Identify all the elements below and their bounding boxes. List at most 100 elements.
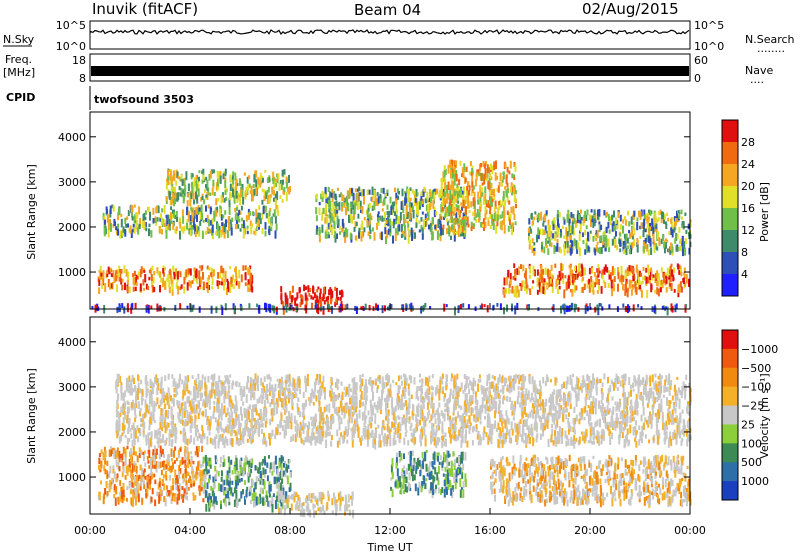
echo-cell [364, 217, 366, 220]
echo-cell [215, 417, 217, 422]
echo-cell [220, 500, 222, 504]
echo-cell [199, 472, 201, 477]
echo-cell [613, 284, 615, 292]
echo-cell [419, 374, 421, 378]
echo-cell [305, 286, 307, 290]
cpid-value: twofsound 3503 [94, 93, 194, 106]
echo-cell [315, 207, 317, 214]
echo-cell [187, 306, 189, 309]
echo-cell [398, 216, 400, 225]
echo-cell [551, 282, 553, 285]
echo-cell [169, 226, 171, 229]
echo-cell [570, 212, 572, 217]
echo-cell [326, 216, 328, 225]
echo-cell [290, 472, 292, 478]
echo-cell [172, 284, 174, 290]
echo-cell [525, 388, 527, 394]
echo-cell [282, 170, 284, 177]
echo-cell [324, 217, 326, 223]
echo-cell [305, 305, 307, 311]
echo-cell [106, 209, 108, 214]
echo-cell [339, 290, 341, 295]
station-title: Inuvik (fitACF) [92, 0, 198, 18]
echo-cell [190, 391, 192, 396]
date-title: 02/Aug/2015 [582, 0, 679, 18]
echo-cell [605, 238, 607, 247]
echo-cell [308, 493, 310, 501]
echo-cell [205, 504, 207, 512]
echo-cell [420, 307, 422, 314]
echo-cell [484, 187, 486, 194]
nsky-trace [91, 30, 689, 34]
echo-cell [582, 277, 584, 281]
echo-cell [624, 289, 626, 296]
echo-cell [527, 306, 529, 311]
echo-cell [152, 449, 154, 455]
echo-cell [234, 466, 236, 470]
echo-cell [248, 212, 250, 220]
echo-cell [149, 270, 151, 274]
echo-cell [251, 223, 253, 227]
echo-cell [259, 179, 261, 188]
echo-cell [300, 294, 302, 298]
echo-cell [126, 486, 128, 490]
echo-cell [609, 437, 611, 445]
echo-cell [95, 305, 97, 308]
echo-cell [398, 191, 400, 195]
echo-cell [280, 483, 282, 492]
echo-cell [331, 306, 333, 314]
echo-cell [197, 286, 199, 290]
echo-cell [617, 212, 619, 218]
echo-cell [116, 307, 118, 313]
echo-cell [175, 483, 177, 490]
echo-cell [255, 482, 257, 489]
echo-cell [460, 161, 462, 166]
echo-cell [240, 467, 242, 473]
echo-cell [341, 228, 343, 232]
echo-cell [131, 205, 133, 213]
echo-cell [225, 271, 227, 280]
echo-cell [325, 204, 327, 210]
echo-cell [287, 465, 289, 469]
echo-cell [381, 218, 383, 222]
echo-cell [422, 212, 424, 215]
echo-cell [149, 485, 151, 489]
echo-cell [404, 198, 406, 206]
echo-cell [395, 204, 397, 210]
echo-cell [318, 408, 320, 412]
echo-cell [217, 272, 219, 279]
echo-cell [609, 275, 611, 280]
echo-cell [199, 265, 201, 268]
echo-cell [454, 178, 456, 186]
echo-cell [667, 268, 669, 273]
echo-cell [600, 225, 602, 230]
echo-cell [162, 479, 164, 484]
echo-cell [591, 209, 593, 213]
echo-cell [192, 492, 194, 496]
echo-cell [153, 218, 155, 224]
echo-cell [673, 277, 675, 280]
echo-cell [178, 176, 180, 179]
echo-cell [359, 410, 361, 419]
echo-cell [629, 271, 631, 275]
echo-cell [283, 499, 285, 502]
echo-cell [467, 201, 469, 209]
echo-cell [404, 225, 406, 232]
echo-cell [622, 304, 624, 308]
echo-cell [643, 387, 645, 395]
echo-cell [462, 220, 464, 225]
echo-cell [631, 216, 633, 224]
echo-cell [366, 220, 368, 223]
echo-cell [114, 472, 116, 479]
echo-cell [568, 412, 570, 417]
echo-cell [537, 227, 539, 235]
echo-cell [223, 224, 225, 233]
nsearch-tick-top: 10^5 [694, 19, 724, 32]
echo-cell [169, 271, 171, 275]
echo-cell [597, 242, 599, 245]
echo-cell [115, 270, 117, 274]
echo-cell [113, 206, 115, 212]
echo-cell [202, 231, 204, 239]
echo-cell [176, 226, 178, 231]
echo-cell [482, 224, 484, 227]
